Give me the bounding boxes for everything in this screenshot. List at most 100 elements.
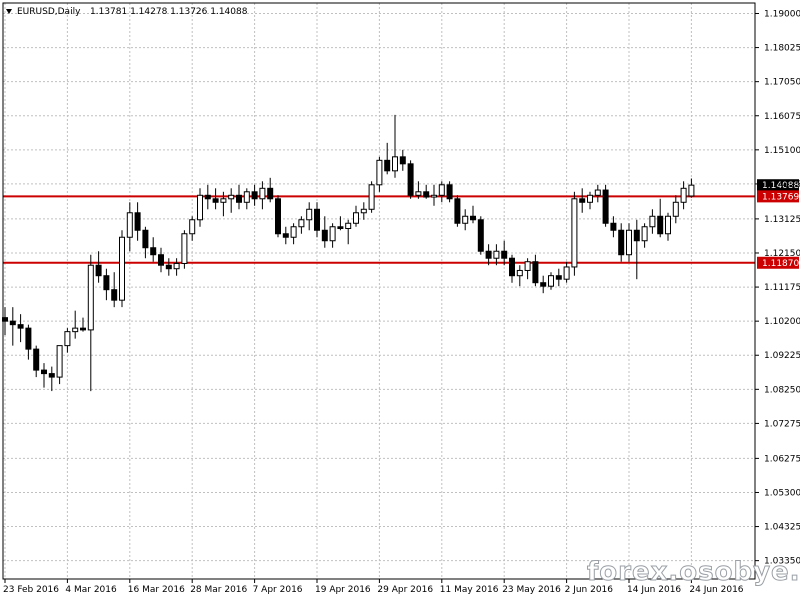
candle-body-bullish: [368, 184, 375, 210]
candle-body-bearish: [540, 282, 547, 287]
candle-body-bullish: [524, 261, 531, 271]
candle-body-bullish: [688, 184, 695, 197]
candle: [220, 191, 227, 217]
candle-body-bullish: [329, 226, 336, 242]
candle: [353, 205, 359, 227]
candle-body-bearish: [158, 254, 164, 266]
candle: [540, 275, 547, 294]
x-tick-label: 23 Feb 2016: [3, 585, 59, 595]
candle: [415, 181, 422, 199]
candle: [119, 230, 125, 308]
candle: [56, 345, 63, 385]
candle-body-bullish: [173, 262, 180, 270]
candle: [9, 307, 16, 346]
candle-body-bearish: [236, 194, 242, 203]
candle-body-bearish: [384, 159, 391, 172]
y-tick-label: 1.04325: [764, 523, 800, 533]
candle-body-bearish: [407, 163, 414, 196]
y-tick-label: 1.08250: [764, 385, 800, 395]
y-tick-label: 1.05300: [764, 488, 800, 498]
candle-body-bullish: [548, 275, 554, 287]
current-price-tag-box: [757, 179, 799, 192]
candle: [64, 328, 71, 353]
candle: [173, 258, 180, 276]
candle-body-bullish: [243, 191, 250, 203]
price-axis: 1.19000 1.18025 1.17050 1.16075 1.15100 1.141…: [755, 9, 800, 567]
candle: [579, 188, 586, 213]
candle-body-bearish: [142, 229, 149, 249]
candle: [602, 184, 609, 227]
y-tick-label: 1.17050: [764, 78, 800, 88]
candle-body-bullish: [594, 189, 601, 196]
y-tick-label: 1.10200: [764, 317, 800, 327]
candle: [103, 268, 110, 301]
candle-body-bullish: [571, 198, 578, 268]
candle: [158, 247, 164, 273]
candle: [337, 216, 344, 231]
candle-body-bullish: [392, 156, 398, 172]
candle: [282, 226, 289, 245]
candle: [446, 181, 453, 203]
candle-body-bullish: [415, 191, 422, 196]
candle: [267, 177, 274, 203]
candle: [618, 223, 625, 262]
dropdown-triangle-icon[interactable]: [6, 9, 12, 14]
candle: [165, 258, 172, 276]
candle-body-bearish: [477, 219, 484, 252]
candle-body-bullish: [197, 194, 203, 221]
candle-body-bearish: [267, 187, 274, 200]
y-tick-label: 1.19000: [764, 9, 800, 19]
candle-body-bearish: [48, 373, 55, 378]
time-axis: 23 Feb 2016 4 Mar 2016 16 Mar 2016 28 Mar 2…: [3, 579, 744, 595]
candle: [462, 209, 469, 231]
candle-body-bearish: [446, 184, 453, 200]
candle: [407, 160, 414, 199]
candle: [423, 184, 430, 199]
x-tick-label: 29 Apr 2016: [377, 585, 433, 595]
candle-body-bullish: [345, 222, 352, 230]
candle-body-bearish: [204, 194, 211, 200]
level-price-tag-box: [757, 256, 799, 269]
candle: [384, 142, 391, 175]
candle: [126, 202, 133, 252]
y-tick-label: 1.13125: [764, 215, 800, 225]
x-tick-label: 11 May 2016: [440, 585, 499, 595]
candle: [150, 237, 157, 262]
candle-body-bullish: [220, 198, 227, 203]
candle: [594, 184, 601, 203]
candle: [563, 261, 570, 283]
candle: [25, 324, 32, 360]
y-tick-label: 1.15100: [764, 146, 800, 156]
x-tick-label: 19 Apr 2016: [315, 585, 371, 595]
candle-body-bearish: [251, 191, 258, 200]
candle: [360, 202, 367, 220]
candle-body-bearish: [80, 327, 86, 331]
candle: [204, 184, 211, 210]
candle-body-bearish: [633, 229, 640, 242]
candle: [228, 188, 235, 213]
x-tick-label: 23 May 2016: [502, 585, 561, 595]
candle: [633, 219, 640, 280]
candle: [688, 178, 695, 198]
chart-header: EURUSD,Daily 1.13781 1.14278 1.13726 1.1…: [6, 7, 248, 17]
candle-body-bullish: [376, 159, 383, 186]
candle-body-bullish: [290, 226, 297, 238]
candle-body-bullish: [665, 215, 671, 235]
candle: [438, 181, 445, 203]
y-tick-label: 1.14125: [764, 180, 800, 190]
candle-body-bullish: [672, 201, 679, 217]
candle: [524, 258, 531, 280]
candle: [571, 191, 578, 276]
candle: [329, 223, 336, 248]
candle: [290, 223, 297, 245]
candle-body-bullish: [298, 219, 305, 228]
candle: [532, 254, 539, 287]
candle-body-bearish: [111, 289, 118, 301]
candle-body-bearish: [657, 215, 664, 235]
candle: [17, 314, 24, 343]
y-tick-label: 1.03350: [764, 557, 800, 567]
symbol-timeframe: EURUSD,Daily: [17, 7, 81, 17]
y-tick-label: 1.18025: [764, 44, 800, 54]
